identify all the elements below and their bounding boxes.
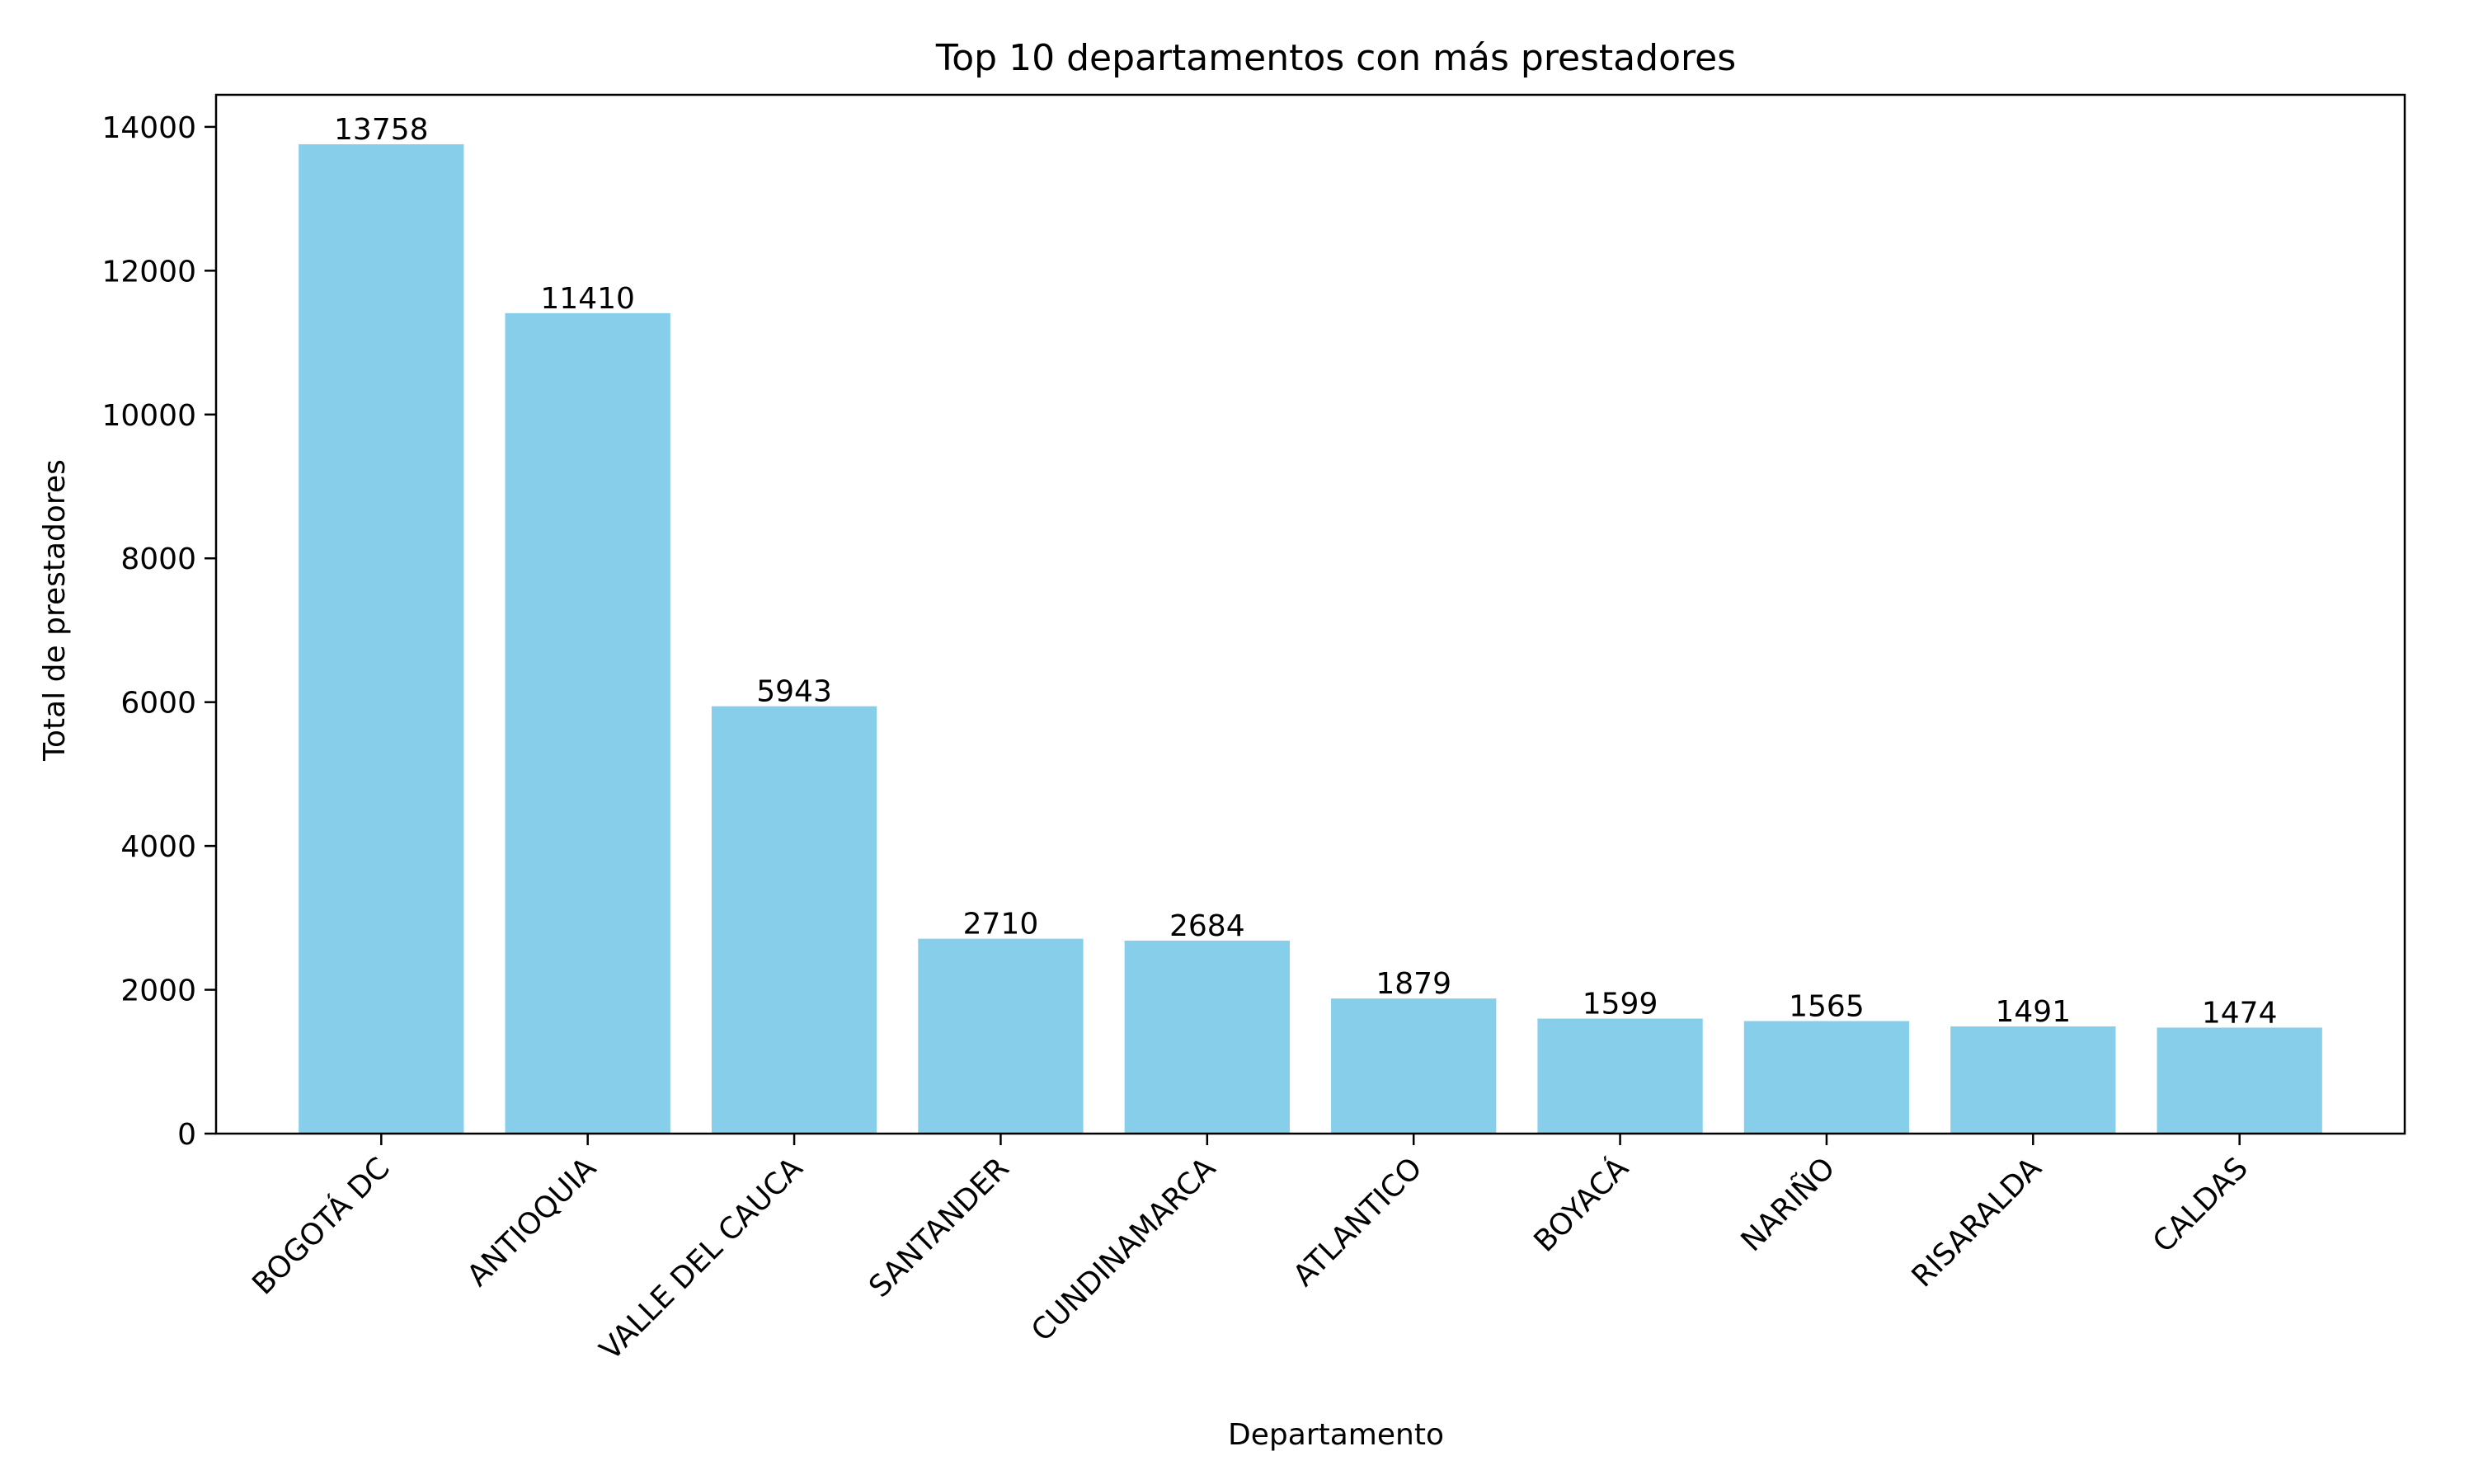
plot-area-frame: [214, 93, 2406, 1135]
y-tick-label: 10000: [101, 399, 196, 433]
bar: [299, 144, 464, 1134]
bar-value-label: 2684: [1169, 909, 1245, 943]
bar-labels-group: 13758 11410 5943 2710 2684 1879 1599 1565 1491 14…: [334, 113, 2277, 1030]
y-tick-label: 14000: [101, 111, 196, 145]
bar-value-label: 11410: [540, 282, 635, 316]
bar-value-label: 1879: [1376, 967, 1451, 1001]
y-tick-label: 2000: [120, 974, 196, 1008]
bars-group: [299, 144, 2322, 1134]
bar-value-label: 1565: [1789, 989, 1865, 1023]
bar: [1124, 940, 1290, 1134]
x-tick-label: ATLANTICO: [1286, 1151, 1428, 1293]
y-axis-label: Total de prestadores: [38, 459, 72, 762]
y-tick-label: 12000: [101, 255, 196, 289]
x-tick-label: VALLE DEL CAUCA: [594, 1151, 810, 1367]
x-tick-label: ANTIOQUIA: [461, 1151, 603, 1293]
y-axis-ticks: 0 2000 4000 6000 8000 10000 12000 14000: [101, 111, 216, 1152]
bar-value-label: 1491: [1996, 995, 2072, 1029]
bar: [1537, 1018, 1703, 1134]
bar: [1743, 1021, 1910, 1134]
bar: [1331, 998, 1497, 1134]
x-tick-label: CUNDINAMARCA: [1025, 1151, 1222, 1348]
bar: [505, 312, 670, 1134]
chart-title: Top 10 departamentos con más prestadores: [935, 37, 1736, 79]
x-tick-label: CALDAS: [2147, 1151, 2255, 1259]
bar: [918, 938, 1084, 1134]
bar-value-label: 13758: [334, 113, 429, 147]
y-tick-label: 8000: [120, 542, 196, 576]
x-tick-label: RISARALDA: [1906, 1151, 2048, 1294]
bar-value-label: 1474: [2202, 996, 2278, 1030]
bar: [1950, 1026, 2116, 1134]
x-axis-label: Departamento: [1228, 1418, 1444, 1452]
y-tick-label: 0: [177, 1118, 196, 1152]
x-tick-label: SANTANDER: [863, 1151, 1015, 1303]
bar: [2157, 1027, 2322, 1134]
y-tick-label: 4000: [120, 830, 196, 864]
x-tick-label: BOYACÁ: [1527, 1150, 1635, 1258]
bar-value-label: 5943: [756, 675, 832, 709]
bar-value-label: 2710: [963, 908, 1039, 942]
bar-value-label: 1599: [1583, 988, 1658, 1021]
x-tick-label: BOGOTÁ DC: [246, 1151, 397, 1302]
y-tick-label: 6000: [120, 687, 196, 721]
bar: [711, 706, 877, 1134]
x-tick-label: NARIÑO: [1734, 1151, 1841, 1258]
